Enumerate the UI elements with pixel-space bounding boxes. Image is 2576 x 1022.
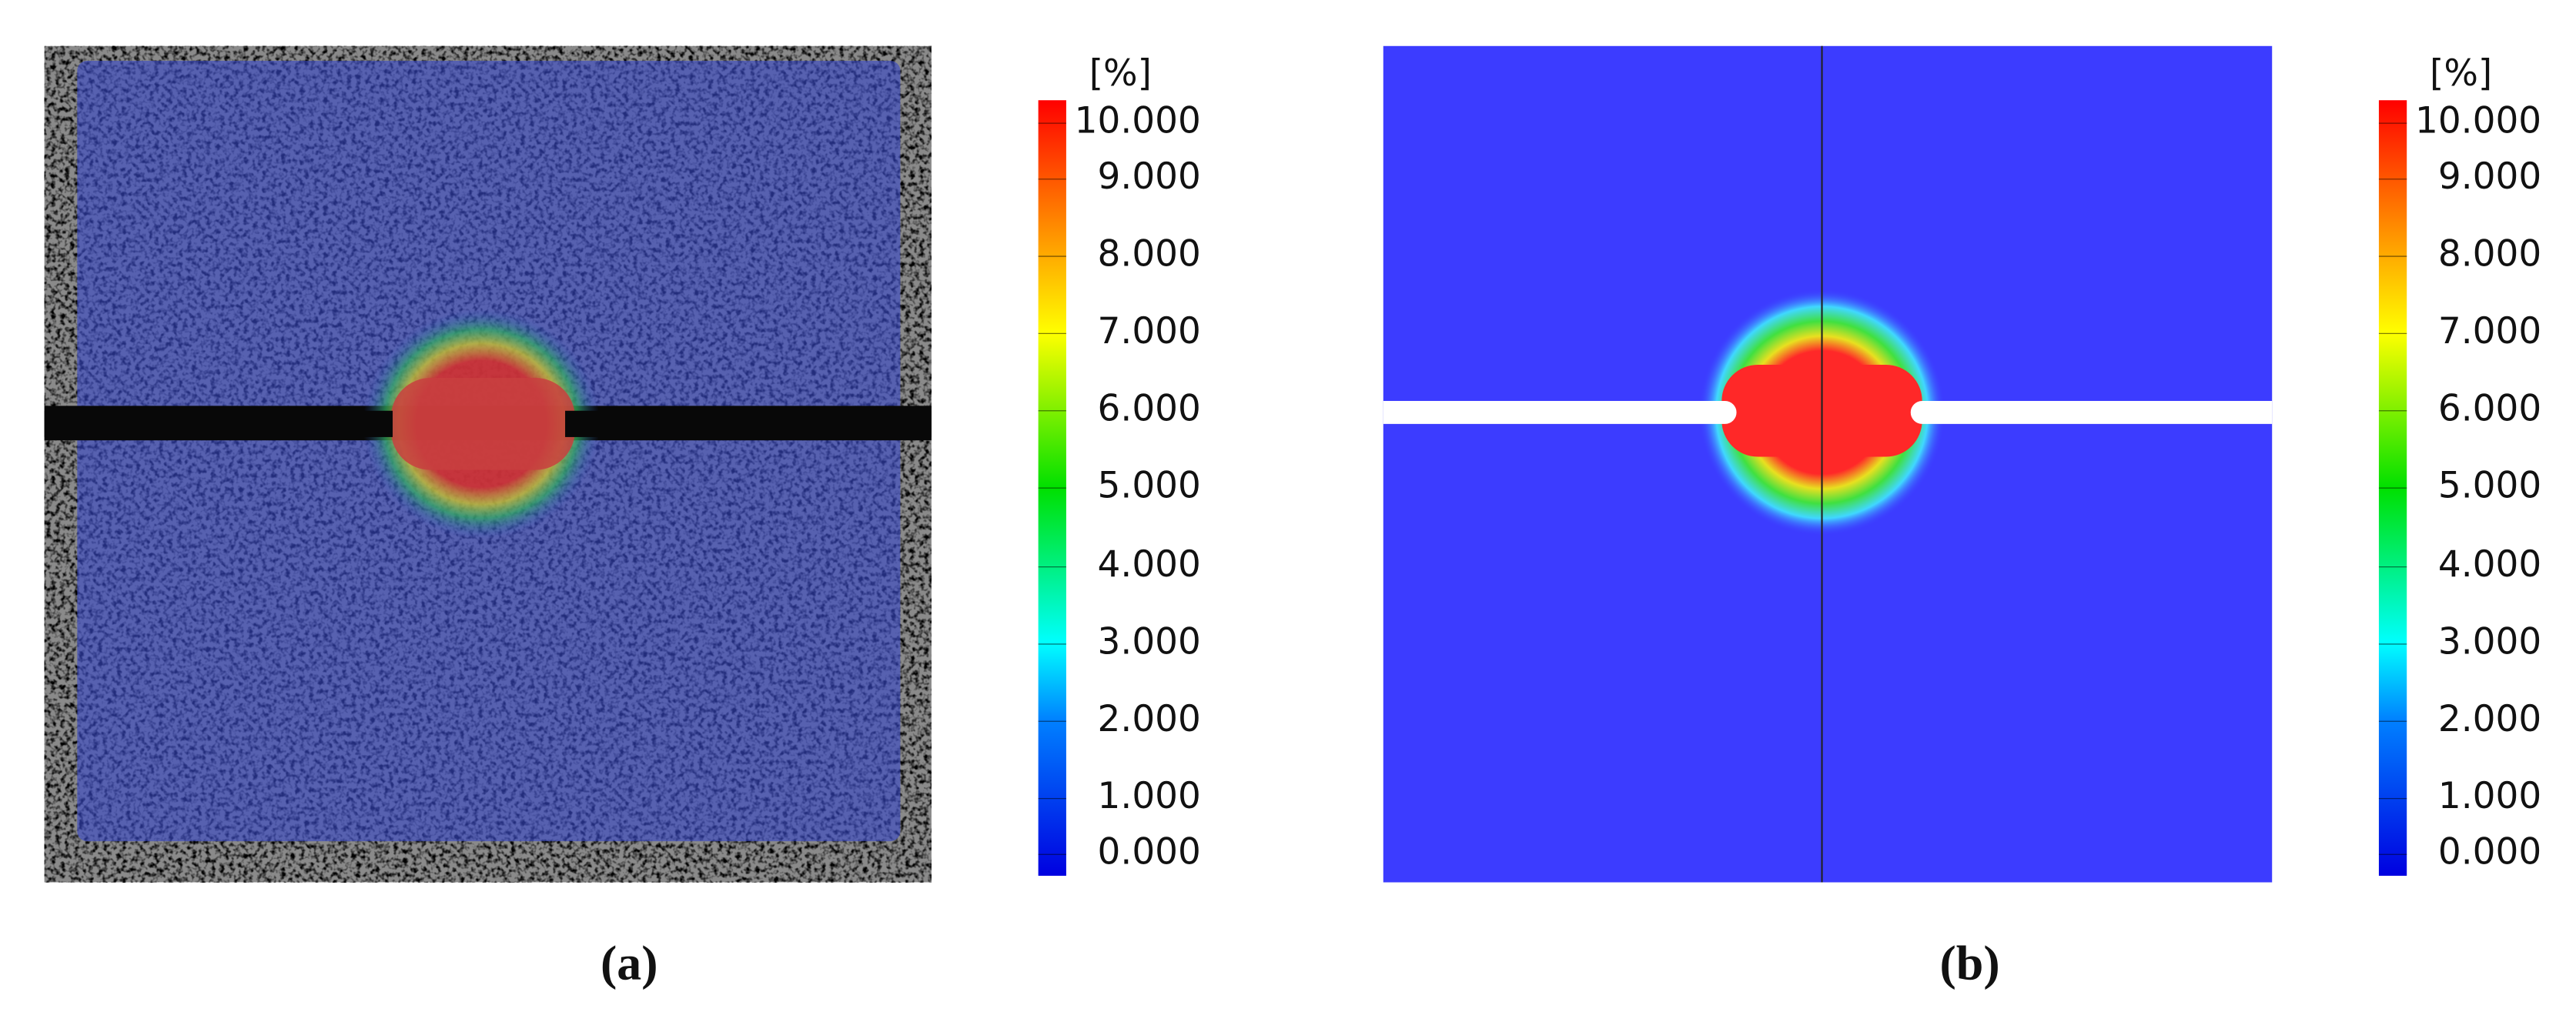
colorbar-tick-label: 3.000 (1098, 620, 1201, 663)
panel-a-image (44, 45, 932, 883)
colorbar-tick-label: 1.000 (1098, 775, 1201, 817)
colorbar-tick-label: 0.000 (2438, 831, 2541, 873)
colorbar-tick-label: 6.000 (2438, 387, 2541, 429)
colorbar-tick-label: 4.000 (2438, 543, 2541, 586)
colorbar-tick-label: 3.000 (2438, 620, 2541, 663)
colorbar-tick-label: 7.000 (2438, 310, 2541, 352)
colorbar-tick-label: 10.000 (1075, 100, 1201, 142)
colorbar-unit: [%] (1089, 52, 1152, 95)
colorbar-tick-label: 10.000 (2415, 100, 2541, 142)
colorbar-tick-label: 4.000 (1098, 543, 1201, 586)
colorbar-tick-label: 6.000 (1098, 387, 1201, 429)
colorbar-unit: [%] (2430, 52, 2492, 95)
colorbar-tick-label: 9.000 (1098, 155, 1201, 198)
colorbar-tick-label: 8.000 (1098, 233, 1201, 276)
colorbar-tick-label: 5.000 (1098, 465, 1201, 507)
colorbar-tick-label: 0.000 (1098, 831, 1201, 873)
colorbar-tick-label: 5.000 (2438, 465, 2541, 507)
colorbar-tick-label: 2.000 (2438, 698, 2541, 740)
colorbar-tick-label: 9.000 (2438, 155, 2541, 198)
panel-b-image (1383, 45, 2273, 883)
colorbar-tick-label: 1.000 (2438, 775, 2541, 817)
colorbar-tick-label: 7.000 (1098, 310, 1201, 352)
panel-caption: (a) (601, 935, 658, 990)
colorbar-tick-label: 2.000 (1098, 698, 1201, 740)
colorbar-tick-label: 8.000 (2438, 233, 2541, 276)
panel-caption: (b) (1939, 935, 1999, 990)
